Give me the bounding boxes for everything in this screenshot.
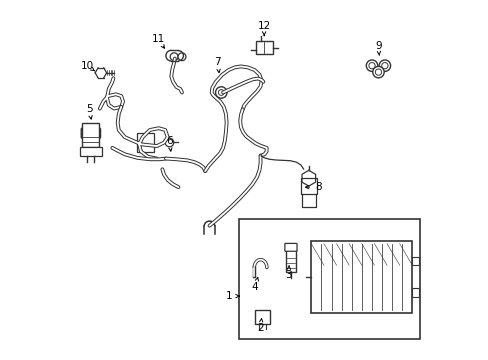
Bar	[311, 241, 411, 312]
Text: 11: 11	[151, 34, 164, 44]
Text: 2: 2	[257, 323, 264, 333]
Text: 3: 3	[285, 270, 291, 280]
Text: 10: 10	[81, 61, 94, 71]
FancyBboxPatch shape	[285, 243, 296, 251]
Text: 5: 5	[85, 104, 92, 113]
FancyBboxPatch shape	[81, 128, 101, 138]
Circle shape	[368, 63, 374, 69]
Circle shape	[375, 69, 381, 75]
Bar	[80, 148, 102, 157]
Bar	[411, 288, 418, 297]
Text: 1: 1	[226, 291, 232, 301]
Circle shape	[165, 138, 173, 147]
Bar	[254, 310, 270, 324]
Bar	[255, 41, 272, 54]
Bar	[411, 257, 418, 265]
Text: 8: 8	[315, 182, 322, 192]
Bar	[239, 219, 419, 339]
Text: 9: 9	[374, 41, 381, 51]
Circle shape	[218, 90, 224, 95]
Bar	[285, 249, 296, 272]
Circle shape	[366, 60, 377, 71]
Circle shape	[378, 60, 390, 71]
Circle shape	[215, 87, 226, 98]
Circle shape	[170, 53, 178, 61]
Bar	[82, 123, 99, 148]
Text: 7: 7	[214, 57, 221, 67]
Text: 12: 12	[257, 21, 270, 31]
Text: 4: 4	[251, 282, 258, 292]
Text: 6: 6	[166, 136, 172, 146]
Circle shape	[372, 66, 384, 78]
Circle shape	[381, 63, 387, 69]
Circle shape	[178, 53, 185, 61]
Bar	[137, 133, 154, 153]
Bar	[300, 178, 316, 194]
